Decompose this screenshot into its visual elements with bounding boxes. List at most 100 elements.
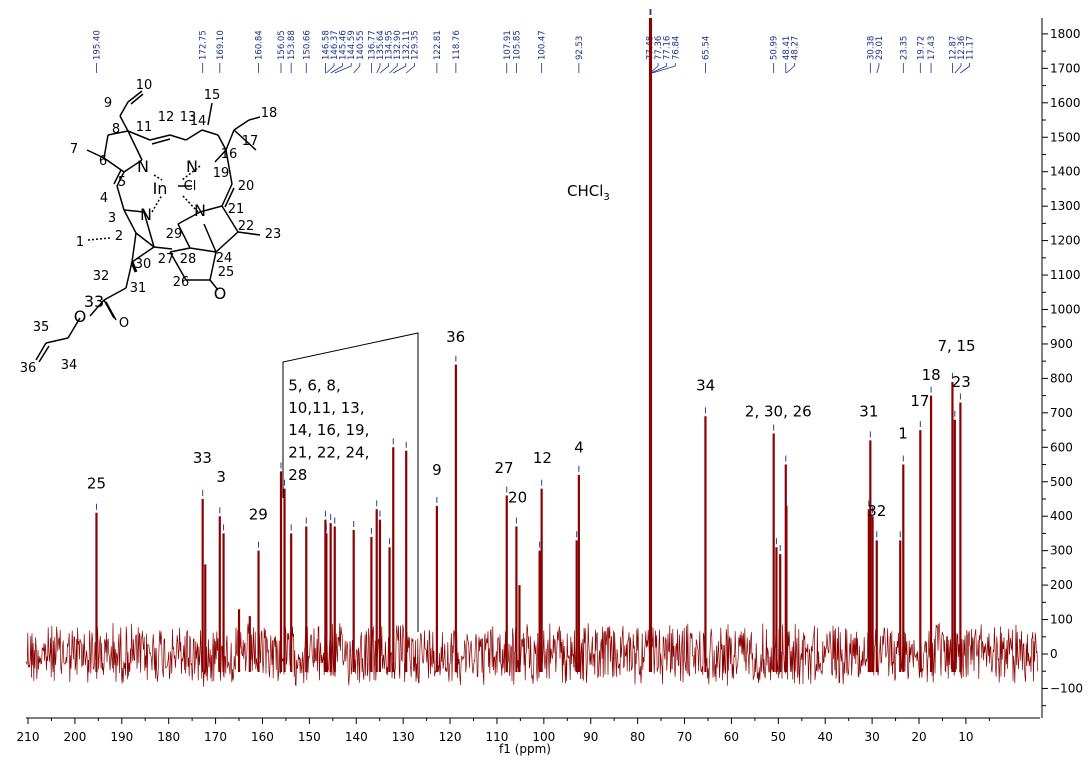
y-tick-label: 600 (1050, 440, 1073, 454)
x-tick-label: 130 (392, 730, 415, 744)
peak-assignment-label: 10,11, 13, (288, 399, 364, 417)
peak-ppm-label: 160.84 (255, 30, 265, 60)
peak-assignment-label: 29 (249, 506, 268, 524)
peak-ppm-label: 153.88 (287, 30, 297, 60)
y-tick-label: 1800 (1050, 27, 1081, 41)
molecule-atom-label: In (153, 179, 168, 198)
peak-assignment-label: 31 (859, 402, 878, 420)
molecule-atom-label: N (137, 157, 149, 176)
y-tick-label: 1000 (1050, 303, 1081, 317)
x-tick-label: 110 (485, 730, 508, 744)
x-tick-label: 200 (63, 730, 86, 744)
x-tick-label: 70 (677, 730, 692, 744)
y-tick-label: 1600 (1050, 96, 1081, 110)
molecule-atom-label: 19 (213, 166, 230, 181)
x-tick-label: 60 (724, 730, 739, 744)
x-tick-label: 150 (298, 730, 321, 744)
molecule-atom-label: N (140, 205, 152, 224)
molecule-atom-label: 24 (216, 251, 233, 266)
molecule-atom-label: 27 (158, 252, 175, 267)
molecule-atom-label: 21 (228, 202, 245, 217)
peak-ppm-label: 65.54 (701, 36, 711, 60)
peak-leader-line (330, 63, 344, 74)
peak-ppm-label: 146.58 (321, 30, 331, 60)
peak-ppm-label: 48.41 (782, 36, 792, 60)
peak-assignment-label: 4 (574, 438, 584, 456)
x-axis-label: f1 (ppm) (499, 742, 551, 756)
peak-ppm-label: 17.43 (927, 36, 937, 60)
molecule-atom-label: 36 (20, 361, 37, 376)
aromatic-bracket (282, 332, 419, 632)
y-tick-label: 500 (1050, 475, 1073, 489)
molecule-atom-label: 11 (136, 120, 153, 135)
subscript: 3 (603, 192, 609, 203)
molecule-atom-label: 4 (100, 191, 108, 206)
x-tick-label: 30 (864, 730, 879, 744)
y-tick-label: 1200 (1050, 234, 1081, 248)
peak-leader-line (876, 63, 880, 74)
molecule-atom-label: 6 (99, 154, 107, 169)
peak-label-group: 195.40 172.75 169.10 160.84 156.05 153.88 150.… (92, 30, 976, 74)
molecule-atom-label: 29 (166, 227, 183, 242)
peak-ppm-label: 140.55 (356, 30, 366, 60)
y-tick-label: 1300 (1050, 199, 1081, 213)
molecule-atom-label: 9 (104, 96, 112, 111)
peak-ppm-label: 135.64 (376, 30, 386, 60)
peak-ppm-label: 77.36 (654, 36, 664, 60)
molecule-atom-label: 20 (238, 179, 255, 194)
x-tick-label: 160 (251, 730, 274, 744)
molecule-atom-label: 17 (242, 134, 259, 149)
peak-ppm-label: 129.35 (410, 30, 420, 60)
y-tick-label: 800 (1050, 371, 1073, 385)
molecule-atom-label: 7 (70, 142, 78, 157)
peak-assignment-label: 32 (867, 502, 886, 520)
peak-leader-line (393, 63, 407, 74)
peak-assignment-label: 18 (922, 366, 941, 384)
peak-ppm-label: 30.38 (866, 36, 876, 60)
y-tick-label: −100 (1050, 681, 1083, 695)
molecule-atom-label: 28 (180, 252, 197, 267)
peak-ppm-label: 169.10 (216, 30, 226, 60)
peak-leader-line (389, 63, 398, 74)
x-axis: 210 200 190 180 170 160 150 140 130 120 110 100 90 80… (17, 717, 1040, 744)
peak-assignment-label: 36 (446, 328, 465, 346)
peak-ppm-label: 145.46 (339, 30, 349, 60)
peak-ppm-label: 195.40 (92, 30, 102, 60)
molecule-atom-label: 2 (115, 229, 123, 244)
peak-ppm-label: 134.95 (385, 30, 395, 60)
peak-ppm-label: 92.53 (575, 36, 585, 60)
peak-ppm-label: 50.99 (770, 36, 780, 60)
peak-assignment-label: 27 (494, 459, 513, 477)
molecule-atom-label: Cl (184, 179, 197, 194)
peak-ppm-label: 172.75 (199, 30, 209, 60)
x-tick-label: 180 (157, 730, 180, 744)
peak-ppm-label: 150.66 (302, 30, 312, 60)
peak-ppm-label: 12.87 (948, 36, 958, 60)
x-tick-label: 170 (204, 730, 227, 744)
y-tick-label: 100 (1050, 613, 1073, 627)
peak-assignment-label: 12 (533, 449, 552, 467)
peak-assignment-label: 17 (910, 392, 929, 410)
molecule-atom-label: 32 (93, 269, 110, 284)
peak-assignment-label: 7, 15 (937, 337, 975, 355)
y-tick-label: 400 (1050, 509, 1073, 523)
y-tick-label: 1400 (1050, 165, 1081, 179)
peak-leader-line (405, 63, 415, 74)
molecule-atom-label: N (186, 157, 198, 176)
peak-assignment-label: 14, 16, 19, (288, 421, 369, 439)
molecule-atom-label: 22 (238, 219, 255, 234)
molecule-atom-label: O (214, 284, 227, 303)
peak-ppm-label: 118.76 (452, 30, 462, 60)
x-tick-label: 210 (17, 730, 40, 744)
peak-ppm-label: 11.17 (966, 36, 976, 60)
peak-assignment-label: 1 (898, 425, 908, 443)
x-tick-label: 120 (439, 730, 462, 744)
peak-ppm-label: 19.72 (916, 36, 926, 60)
spectrum-trace (25, 9, 1038, 687)
peak-ppm-label: 76.84 (671, 36, 681, 60)
molecule-atom-label: 25 (218, 265, 235, 280)
y-axis: −100 0 100 200 300 400 500 600 700 800 900 1000 1100… (1041, 18, 1083, 718)
peak-ppm-label: 132.11 (402, 30, 412, 60)
peak-ppm-label: 122.81 (433, 30, 443, 60)
